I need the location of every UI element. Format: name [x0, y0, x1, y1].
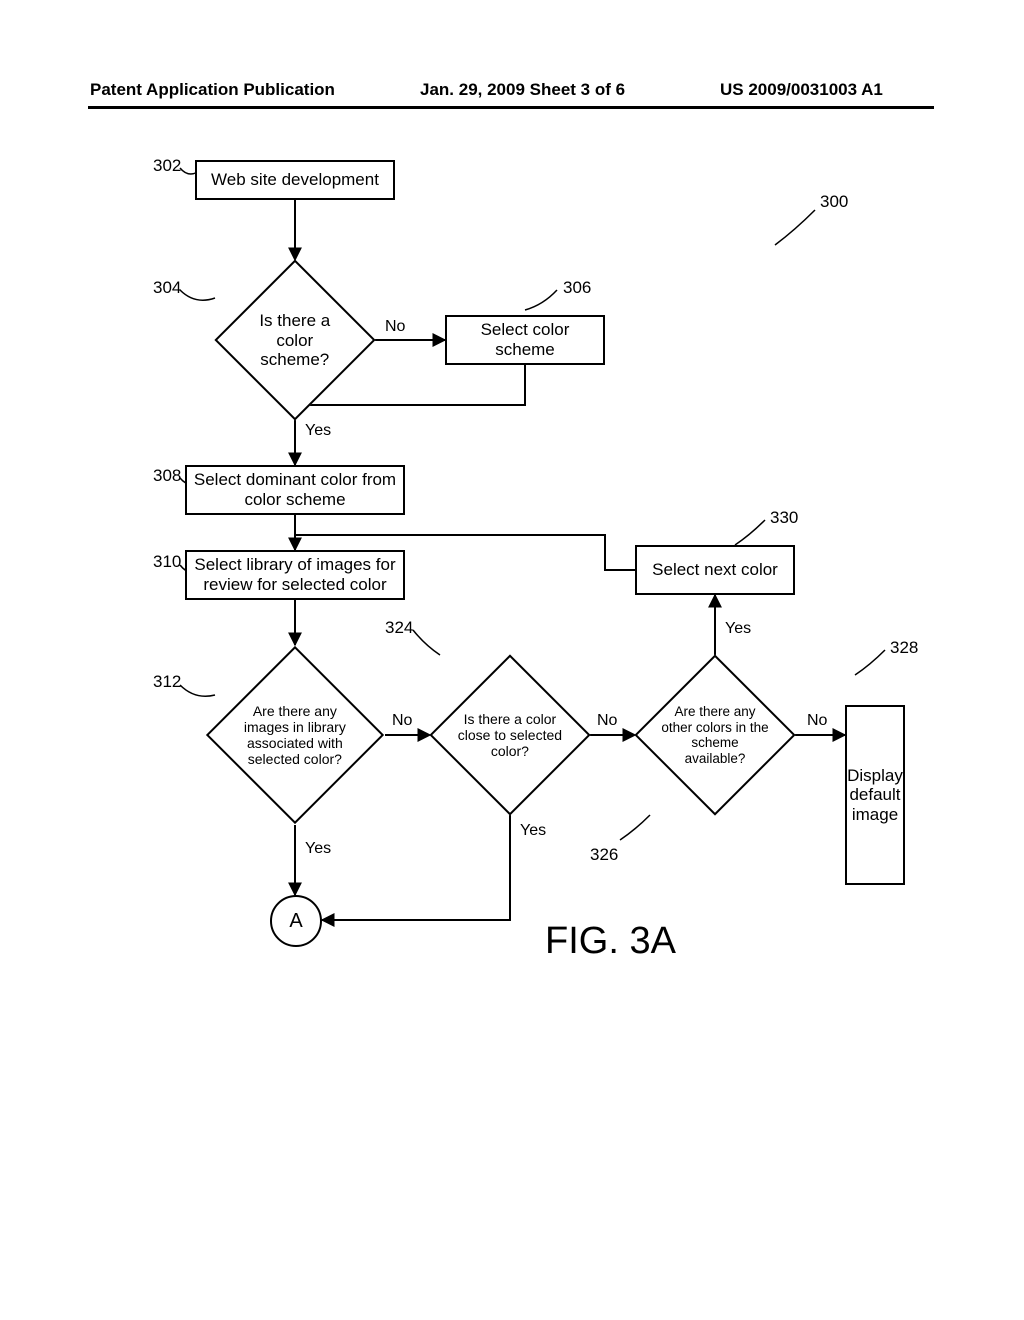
header-center: Jan. 29, 2009 Sheet 3 of 6	[420, 80, 625, 100]
node-324-label: Is there a color close to selected color…	[455, 711, 565, 759]
header-left: Patent Application Publication	[90, 80, 335, 100]
edge-324-A-yes: Yes	[518, 822, 548, 840]
ref-302: 302	[153, 156, 181, 176]
ref-306: 306	[563, 278, 591, 298]
edge-326-330-yes: Yes	[723, 620, 753, 638]
header-right: US 2009/0031003 A1	[720, 80, 883, 100]
node-328-display-default: Display default image	[845, 705, 905, 885]
edge-304-306-no: No	[383, 318, 407, 336]
node-330-label: Select next color	[652, 560, 778, 580]
edge-326-328-no: No	[805, 712, 829, 730]
ref-308: 308	[153, 466, 181, 486]
edge-312-324-no: No	[390, 712, 414, 730]
ref-328: 328	[890, 638, 918, 658]
node-308-select-dominant-color: Select dominant color from color scheme	[185, 465, 405, 515]
edge-304-308-yes: Yes	[303, 422, 333, 440]
figure-caption: FIG. 3A	[545, 920, 676, 963]
figure-3a: 300 Web site development 302 Is there a …	[125, 150, 905, 1200]
edge-312-A-yes: Yes	[303, 840, 333, 858]
node-302-web-site-development: Web site development	[195, 160, 395, 200]
ref-330: 330	[770, 508, 798, 528]
node-310-select-library: Select library of images for review for …	[185, 550, 405, 600]
header-rule	[88, 106, 934, 109]
node-306-select-color-scheme: Select color scheme	[445, 315, 605, 365]
node-328-label: Display default image	[847, 766, 903, 825]
page: Patent Application Publication Jan. 29, …	[0, 0, 1024, 1320]
edge-324-326-no: No	[595, 712, 619, 730]
ref-326: 326	[590, 845, 618, 865]
connector-a-label: A	[289, 910, 302, 933]
ref-304: 304	[153, 278, 181, 298]
node-326-label: Are there any other colors in the scheme…	[660, 704, 770, 766]
ref-300: 300	[820, 192, 848, 212]
node-310-label: Select library of images for review for …	[193, 555, 397, 594]
node-308-label: Select dominant color from color scheme	[193, 470, 397, 509]
node-312-label: Are there any images in library associat…	[234, 703, 356, 767]
node-306-label: Select color scheme	[453, 320, 597, 359]
ref-310: 310	[153, 552, 181, 572]
node-304-label: Is there a color scheme?	[240, 311, 350, 370]
node-302-label: Web site development	[211, 170, 379, 190]
ref-312: 312	[153, 672, 181, 692]
node-330-select-next-color: Select next color	[635, 545, 795, 595]
connector-a: A	[270, 895, 322, 947]
ref-324: 324	[385, 618, 413, 638]
